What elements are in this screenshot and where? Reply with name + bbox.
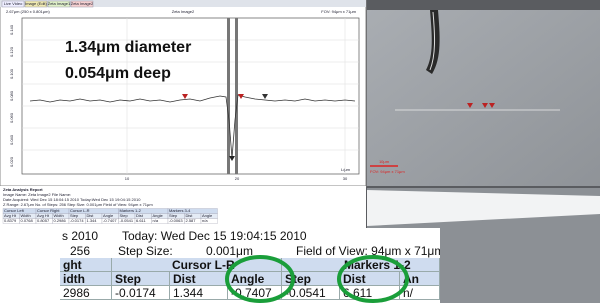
report-value: -0.0541	[120, 218, 134, 223]
x-unit: L/μm	[341, 167, 351, 172]
table-value: n/	[400, 286, 440, 300]
column-header: idth	[60, 272, 112, 286]
zoom-text: Field of View: 94μm x 71μm	[296, 244, 440, 258]
annotation: 0.054μm deep	[65, 65, 171, 82]
header-right: FOV: 94μm x 71μm	[321, 9, 356, 14]
column-header: Dist	[170, 272, 228, 286]
column-header: An	[400, 272, 440, 286]
header-left: 2.67μm (250 x 0.801μm)	[6, 9, 50, 14]
table-value: -0.0541	[282, 286, 340, 300]
table-value: 1.344	[170, 286, 228, 300]
zoom-text: 0.001μm	[206, 244, 253, 258]
zoom-text: Step Size:	[118, 244, 173, 258]
report-value: 6.611	[136, 218, 146, 223]
tab-label[interactable]: Zeta Image2	[71, 1, 94, 6]
report-value: -0.0174	[70, 218, 84, 223]
group-header: ght	[60, 258, 112, 272]
page: Live Video Image (Edit) Zeta Image1 Zeta…	[0, 0, 600, 303]
table-value: 2986	[60, 286, 112, 300]
zoom-text: Today: Wed Dec 15 19:04:15 2010	[122, 229, 307, 243]
tab-label[interactable]: Image (Edit)	[25, 1, 47, 6]
report-value: 0.8379	[4, 218, 17, 223]
column-header: Dist	[340, 272, 400, 286]
y-label: 0.060	[9, 112, 14, 123]
y-label: 0.140	[9, 24, 14, 35]
group-header: Markers 1-2	[282, 258, 440, 272]
report-value: 0.2986	[54, 218, 67, 223]
table-value: -0.7407	[228, 286, 282, 300]
x-label: 30	[343, 176, 348, 181]
report-value: -0.0063	[169, 218, 183, 223]
x-label: 20	[235, 176, 240, 181]
microscope-image	[367, 10, 600, 186]
table-value: -0.0174	[112, 286, 170, 300]
tab-label[interactable]: Zeta Image1	[48, 1, 71, 6]
group-header: Cursor L-R	[112, 258, 282, 272]
report-value: n/a	[202, 218, 208, 223]
column-header: Angle	[228, 272, 282, 286]
x-label: 10	[125, 176, 130, 181]
zoom-text: s 2010	[62, 229, 98, 243]
window-title: Zeta Image2	[172, 9, 195, 14]
report-value: 2.587	[186, 218, 197, 223]
report-value: -0.7407	[103, 218, 117, 223]
report-value: 0.8057	[37, 218, 50, 223]
report-value: 1.344	[87, 218, 98, 223]
annotation: 1.34μm diameter	[65, 39, 191, 56]
cursor-left[interactable]	[227, 18, 230, 174]
scale-label: 10μm	[379, 159, 390, 164]
column-header: Step	[282, 272, 340, 286]
zoom-overlay: s 2010 Today: Wed Dec 15 19:04:15 2010 2…	[60, 228, 440, 303]
tab-label[interactable]: Live Video	[4, 1, 23, 6]
y-label: 0.120	[9, 46, 14, 57]
zoom-text: 256	[70, 244, 90, 258]
fov-label: FOV: 94μm x 71μm	[370, 169, 405, 174]
y-label: 0.020	[9, 156, 14, 167]
y-label: 0.100	[9, 68, 14, 79]
report-line: Z Range: 2.67μm No. of Steps: 256 Step S…	[3, 202, 153, 207]
y-label: 0.040	[9, 134, 14, 145]
report-value: 0.0768	[21, 218, 34, 223]
report-value: n/a	[153, 218, 159, 223]
table-value: 6.611	[340, 286, 400, 300]
y-label: 0.080	[9, 90, 14, 101]
column-header: Step	[112, 272, 170, 286]
